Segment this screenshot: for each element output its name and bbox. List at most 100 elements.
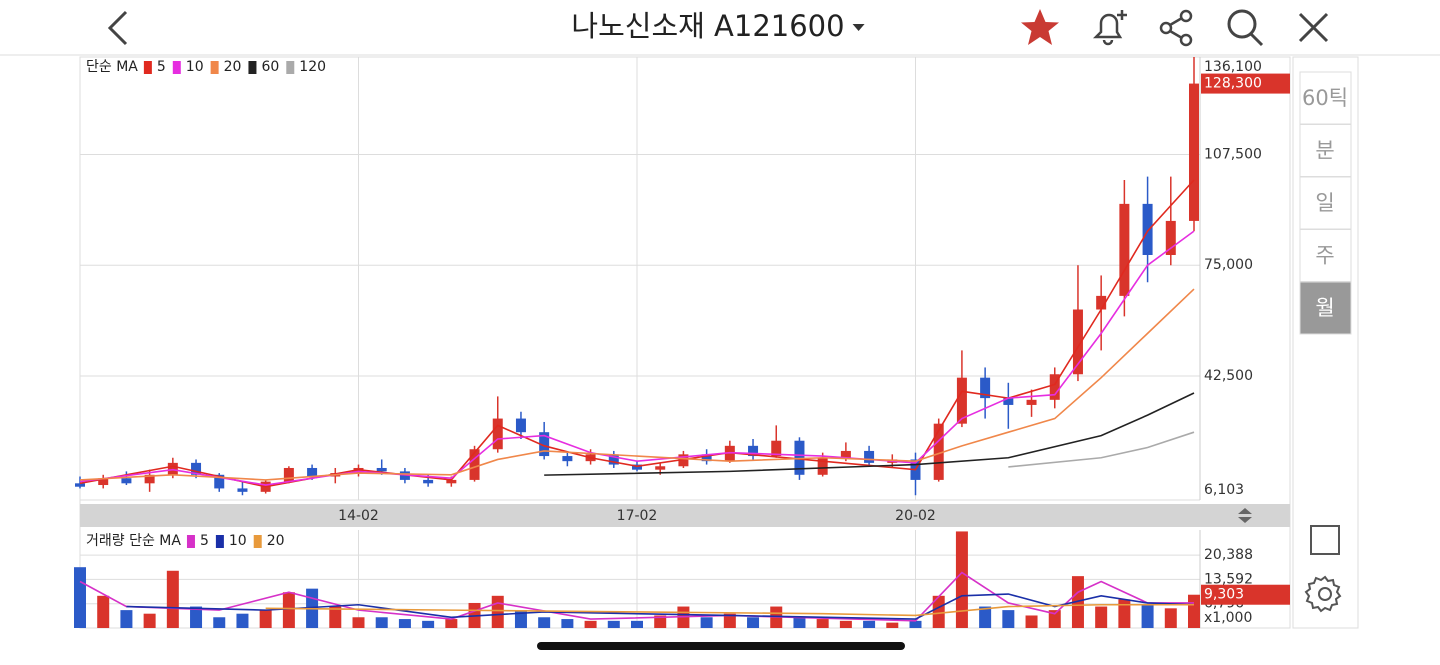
favorite-star[interactable] (1021, 9, 1059, 45)
y-tick-label: 13,592 (1204, 571, 1253, 587)
candle-body (956, 377, 967, 424)
settings-button[interactable] (1304, 575, 1342, 613)
volume-bar (1095, 606, 1108, 628)
ma-line (265, 603, 1194, 617)
back-button[interactable] (107, 10, 128, 46)
period-button[interactable] (1299, 229, 1352, 282)
volume-bar (514, 610, 527, 628)
candle-body (608, 454, 619, 465)
candle-body (817, 457, 828, 475)
ma-line (126, 593, 1195, 620)
period-button[interactable] (1299, 281, 1352, 335)
candle-body (469, 449, 480, 480)
period-button[interactable] (1299, 71, 1352, 125)
candle-body (191, 462, 202, 475)
legend-title: 단순 MA (86, 59, 138, 75)
candle-body (446, 479, 457, 484)
candle-body (1096, 295, 1107, 310)
candle-body (748, 445, 759, 457)
close-button[interactable] (1298, 12, 1329, 43)
volume-bar (329, 606, 342, 628)
legend-swatch (248, 61, 257, 74)
volume-bar (120, 610, 133, 628)
current-value-label: 128,300 (1204, 76, 1262, 92)
candle-body (933, 423, 944, 480)
x-tick-label: 17-02 (617, 508, 658, 524)
stock-title[interactable]: 나노신소재 A121600 (571, 9, 844, 43)
candle-body (771, 440, 782, 457)
candle-body (539, 432, 550, 457)
candle-body (1189, 83, 1199, 221)
candle-body (492, 418, 503, 450)
ma-line (544, 392, 1195, 476)
volume-bar (1002, 610, 1015, 628)
alert-button[interactable] (1092, 10, 1127, 46)
volume-bar (1048, 610, 1061, 628)
legend-label: 10 (186, 59, 204, 75)
period-label[interactable]: 60틱 (1302, 86, 1348, 110)
candle-body (655, 466, 666, 470)
volume-bar (282, 592, 295, 628)
volume-bar (561, 619, 574, 628)
volume-bar (1071, 576, 1084, 628)
volume-bar (538, 617, 551, 628)
resize-handle[interactable] (1238, 508, 1252, 523)
volume-bar (1164, 608, 1177, 628)
x-tick-label: 20-02 (895, 508, 936, 524)
volume-bar (375, 617, 388, 628)
volume-bar (259, 610, 272, 628)
candle-body (515, 418, 526, 433)
volume-bar (932, 595, 945, 628)
y-tick-label: 136,100 (1204, 59, 1262, 75)
period-label[interactable]: 분 (1315, 139, 1334, 163)
candle-body (724, 445, 735, 462)
period-label[interactable]: 일 (1315, 191, 1334, 215)
candle-body (1049, 374, 1060, 400)
ma-line (79, 288, 1195, 481)
volume-bar (631, 620, 643, 628)
volume-bar (1118, 599, 1131, 628)
legend-swatch (215, 535, 224, 548)
period-label[interactable]: 월 (1315, 296, 1334, 320)
volume-bar (1025, 615, 1038, 628)
candle-body (75, 483, 85, 487)
volume-bar (190, 606, 203, 628)
search-button[interactable] (1227, 9, 1264, 47)
period-button[interactable] (1299, 176, 1352, 230)
share-button[interactable] (1159, 9, 1193, 47)
dropdown-arrow[interactable] (852, 24, 865, 31)
period-label[interactable]: 주 (1315, 244, 1334, 268)
legend-label: 120 (299, 59, 326, 75)
candle-body (167, 462, 178, 475)
candle-body (678, 454, 689, 467)
candle-body (864, 450, 875, 463)
fullscreen-button[interactable] (1310, 525, 1340, 555)
volume-bar (909, 620, 922, 628)
candle-body (1026, 399, 1037, 405)
volume-bar (422, 620, 435, 628)
y-tick-label: 20,388 (1204, 547, 1253, 563)
candle-body (1072, 309, 1083, 375)
candle-body (399, 471, 410, 480)
candle-body (423, 479, 434, 484)
legend-swatch (172, 61, 181, 74)
volume-bar (1141, 604, 1154, 628)
unit-label: x1,000 (1204, 610, 1252, 626)
volume-bar (166, 570, 179, 628)
current-value-label: 9,303 (1204, 587, 1244, 603)
volume-bar (839, 620, 852, 628)
volume-bar (352, 617, 365, 628)
volume-bar (607, 620, 620, 628)
legend-label: 60 (261, 59, 279, 75)
home-indicator (537, 642, 905, 650)
candle-body (98, 478, 109, 486)
candle-body (144, 474, 155, 484)
volume-bar (97, 595, 110, 628)
legend-swatch (210, 61, 219, 74)
y-tick-label: 75,000 (1204, 257, 1253, 273)
volume-bar (955, 531, 968, 628)
candle-body (121, 478, 132, 484)
legend-label: 20 (224, 59, 242, 75)
